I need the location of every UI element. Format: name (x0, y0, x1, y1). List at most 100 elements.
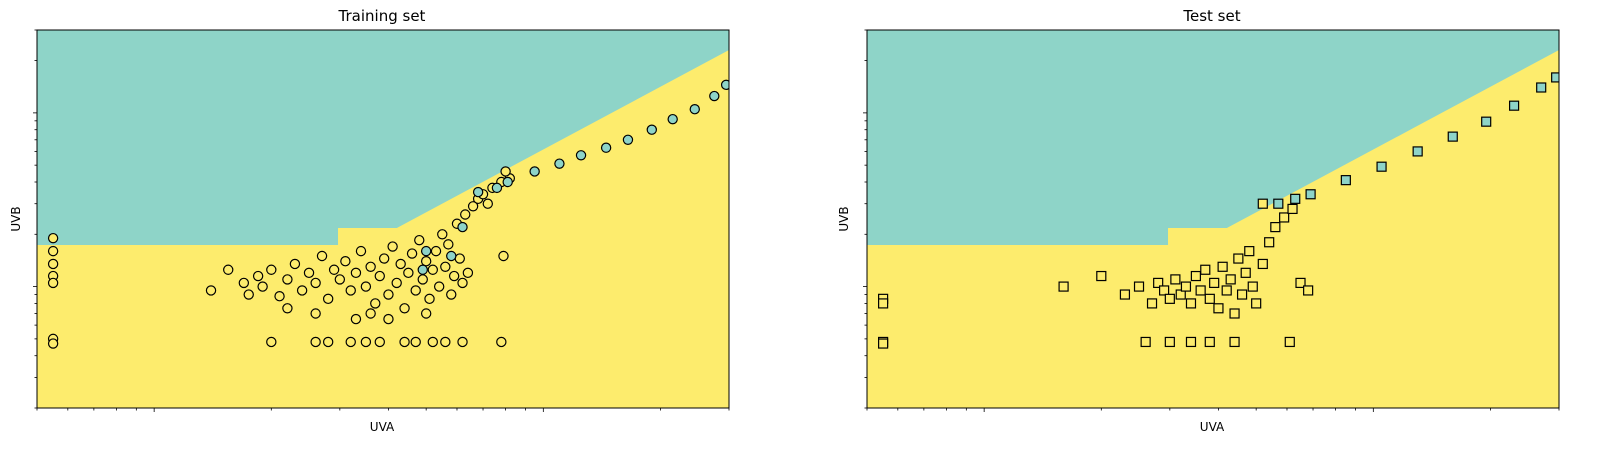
training-point-teal-4 (554, 158, 565, 169)
test-chart: Test set UVA UVB (837, 7, 1560, 434)
training-point-yellow-0 (47, 232, 59, 244)
training-point-yellow-2 (47, 258, 59, 270)
training-point-yellow-38 (350, 267, 362, 279)
training-point-yellow-73 (482, 198, 493, 209)
training-point-yellow-26 (274, 291, 285, 302)
training-point-yellow-13 (399, 336, 410, 348)
test-point-teal-9 (1536, 82, 1547, 93)
training-point-yellow-47 (391, 277, 402, 289)
test-point-teal-7 (1481, 116, 1492, 127)
training-point-yellow-32 (316, 250, 328, 262)
training-point-teal-0 (472, 186, 484, 198)
test-point-yellow-36 (1247, 281, 1258, 292)
training-point-teal-2 (502, 176, 513, 188)
test-point-yellow-6 (1185, 336, 1197, 348)
training-point-yellow-34 (328, 264, 340, 275)
test-point-yellow-35 (1244, 246, 1255, 257)
training-point-teal-10 (689, 103, 700, 115)
test-point-yellow-3 (878, 338, 889, 349)
training-point-yellow-17 (457, 336, 468, 348)
test-point-yellow-22 (1190, 270, 1201, 282)
test-point-yellow-34 (1240, 267, 1251, 278)
training-point-teal-11 (709, 90, 720, 102)
test-point-yellow-40 (1270, 222, 1281, 233)
training-point-yellow-11 (360, 336, 372, 348)
test-point-yellow-28 (1217, 261, 1228, 272)
training-title: Training set (338, 7, 426, 25)
training-point-yellow-51 (406, 248, 418, 259)
training-point-teal-12 (720, 79, 729, 91)
training-point-teal-9 (667, 113, 678, 125)
test-point-teal-8 (1508, 100, 1520, 111)
test-point-yellow-7 (1204, 336, 1215, 348)
training-point-yellow-63 (446, 289, 457, 300)
training-point-yellow-23 (252, 270, 264, 282)
test-point-yellow-23 (1195, 285, 1206, 296)
test-point-teal-4 (1376, 161, 1387, 172)
test-point-yellow-12 (1119, 289, 1131, 300)
test-point-yellow-15 (1153, 277, 1164, 289)
training-point-yellow-19 (205, 285, 217, 296)
test-point-yellow-11 (1096, 270, 1107, 282)
test-point-yellow-1 (878, 298, 889, 309)
training-point-yellow-69 (462, 267, 474, 279)
training-point-yellow-62 (443, 239, 454, 250)
training-point-yellow-21 (238, 277, 250, 289)
test-point-yellow-17 (1164, 293, 1175, 304)
training-point-yellow-48 (395, 258, 406, 270)
training-point-yellow-84 (420, 308, 432, 319)
training-point-yellow-27 (282, 274, 293, 285)
test-point-yellow-5 (1164, 336, 1175, 348)
training-point-teal-1 (491, 182, 503, 194)
training-point-yellow-44 (378, 253, 390, 264)
training-point-yellow-53 (414, 234, 425, 246)
training-tick-marks (33, 29, 730, 412)
training-point-teal-3 (529, 166, 540, 177)
training-point-teal-16 (417, 264, 428, 275)
training-point-yellow-43 (374, 270, 385, 282)
test-point-teal-2 (1305, 189, 1316, 200)
test-point-yellow-32 (1233, 253, 1244, 264)
test-tick-marks (863, 29, 1560, 412)
test-title: Test set (1182, 7, 1240, 25)
training-point-yellow-77 (500, 166, 511, 177)
training-point-yellow-79 (350, 313, 362, 325)
training-point-yellow-35 (334, 274, 346, 285)
training-point-yellow-18 (496, 336, 507, 348)
training-point-yellow-80 (365, 308, 376, 319)
test-point-teal-1 (1290, 193, 1301, 204)
test-ylabel: UVB (837, 206, 851, 231)
training-point-yellow-39 (355, 245, 367, 257)
test-point-yellow-31 (1229, 308, 1240, 319)
training-point-yellow-12 (374, 336, 385, 348)
training-point-yellow-7 (266, 336, 277, 348)
training-point-yellow-28 (289, 258, 301, 270)
training-point-yellow-8 (310, 336, 321, 348)
training-point-yellow-29 (296, 285, 308, 296)
training-axes-frame (36, 29, 730, 409)
training-panel: Training set UVA UVB (0, 0, 798, 452)
training-point-yellow-61 (440, 261, 451, 272)
training-point-yellow-4 (47, 277, 59, 289)
training-point-yellow-9 (322, 336, 334, 348)
training-point-teal-8 (646, 124, 658, 135)
test-point-yellow-44 (1303, 285, 1314, 296)
training-point-teal-14 (457, 221, 468, 233)
training-point-yellow-20 (223, 264, 234, 275)
test-point-yellow-19 (1175, 289, 1186, 300)
test-point-yellow-18 (1170, 274, 1181, 285)
training-point-yellow-55 (420, 256, 432, 267)
training-point-yellow-50 (403, 267, 414, 279)
test-point-yellow-13 (1133, 281, 1145, 292)
test-point-yellow-41 (1279, 212, 1290, 223)
test-point-yellow-45 (1257, 198, 1268, 209)
test-point-yellow-39 (1264, 237, 1275, 248)
test-point-teal-3 (1340, 175, 1351, 186)
training-point-yellow-30 (303, 267, 315, 279)
training-region-yellow (37, 50, 729, 408)
training-point-yellow-24 (257, 281, 268, 292)
training-point-yellow-82 (310, 308, 321, 319)
training-point-yellow-59 (433, 281, 445, 292)
training-point-yellow-68 (460, 209, 471, 220)
training-point-teal-5 (575, 150, 587, 161)
